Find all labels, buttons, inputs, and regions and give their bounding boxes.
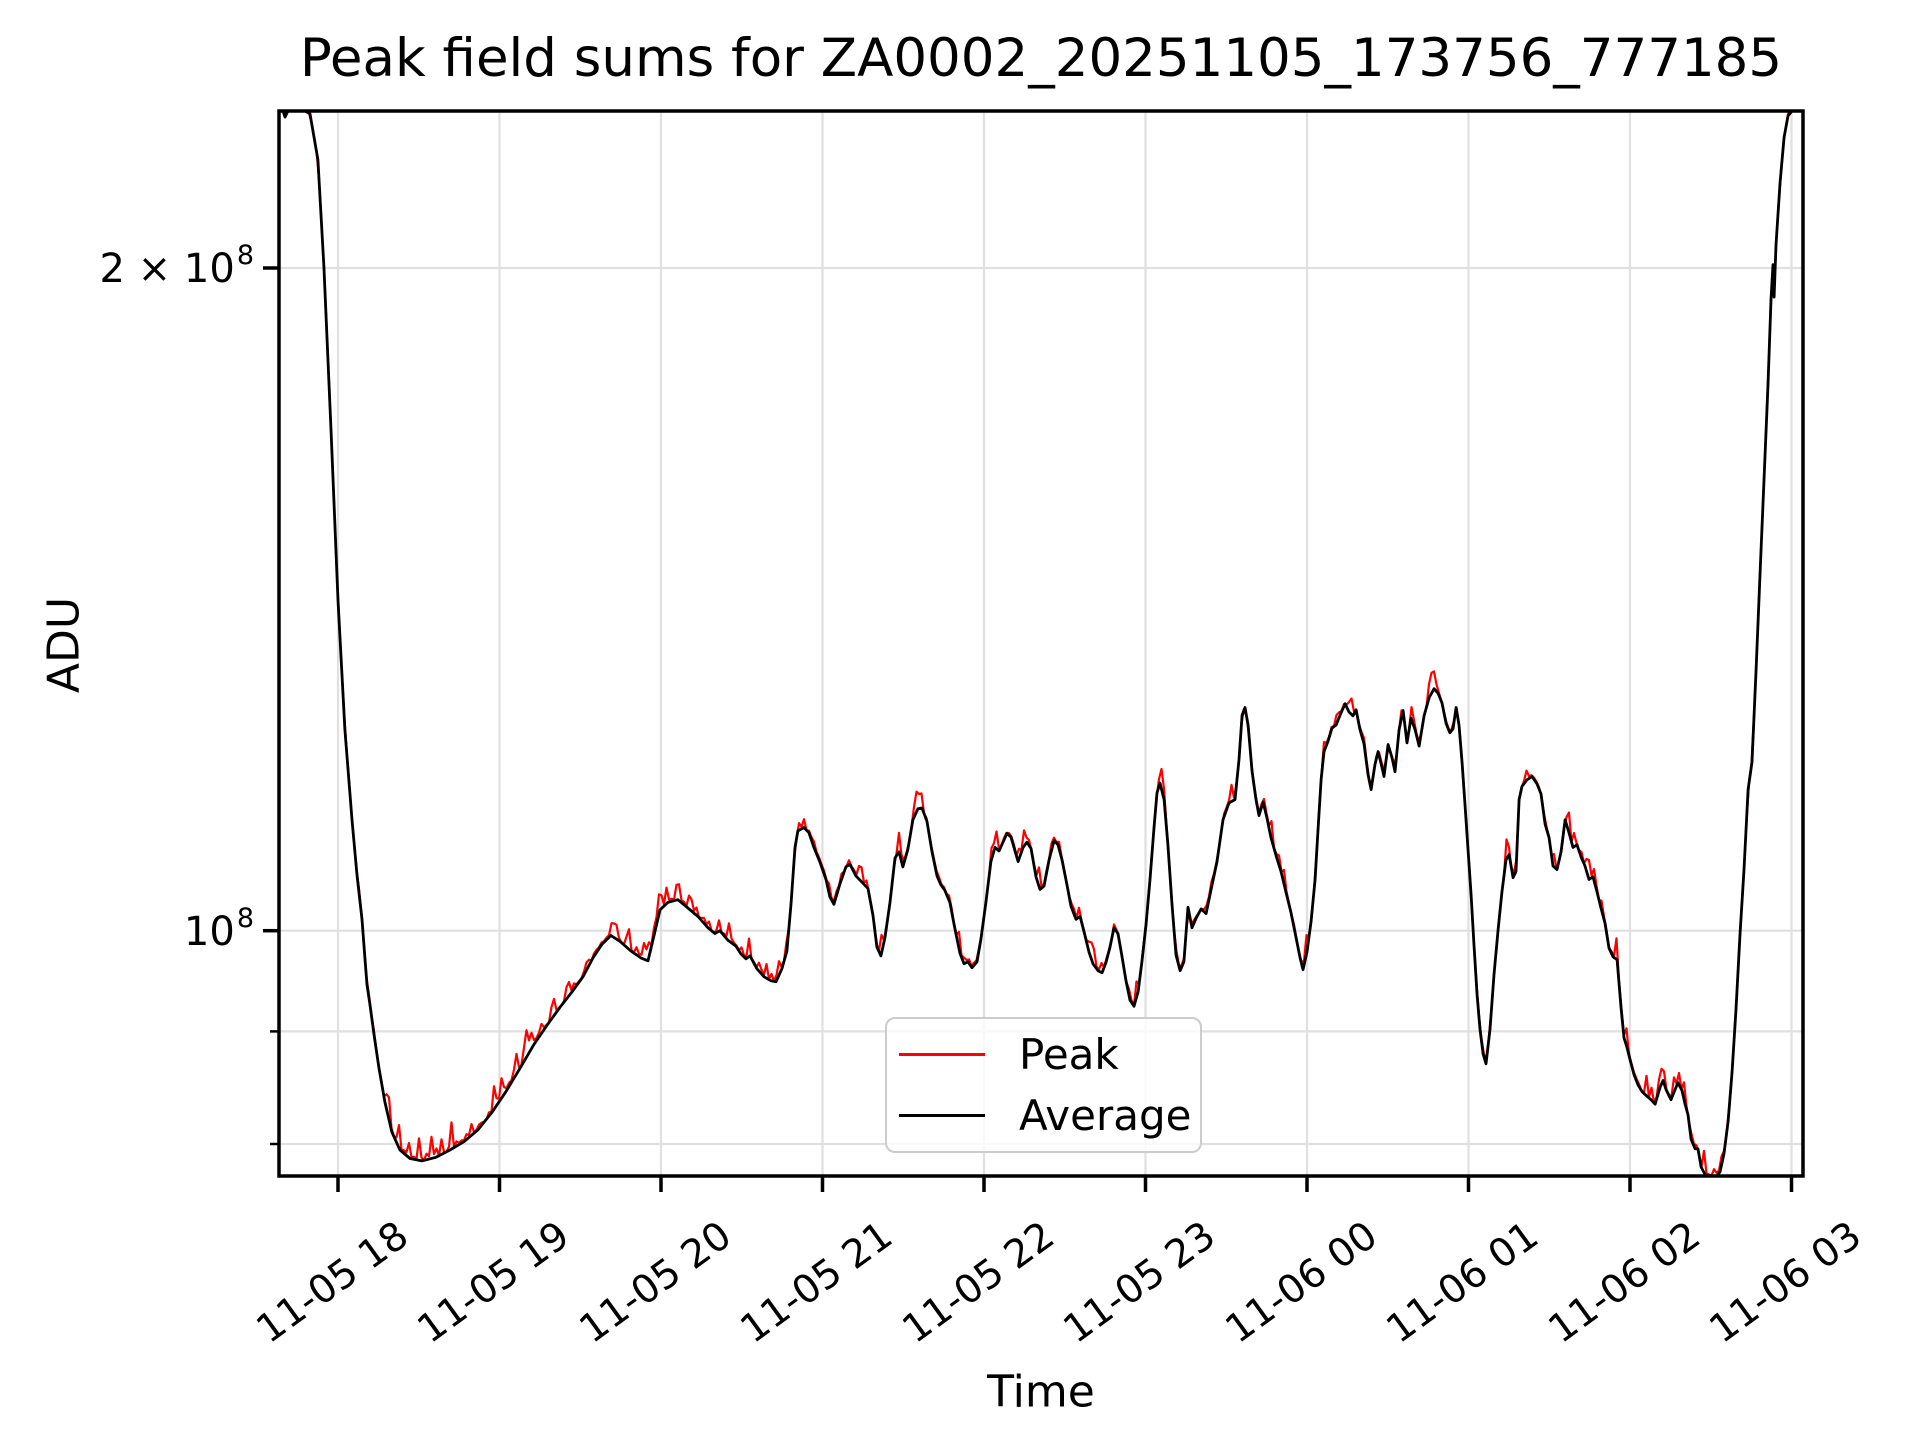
y-tick-label-1e8: 108 [183, 903, 254, 956]
tick-marks [263, 266, 1794, 1192]
y-tick-exponent: 8 [236, 902, 254, 934]
peak-series-line [282, 111, 1795, 1176]
legend-average-label: Average [1019, 1090, 1192, 1140]
chart-title: Peak field sums for ZA0002_20251105_1737… [299, 28, 1783, 89]
legend-row-peak: Peak [887, 1030, 1200, 1080]
y-tick-mantissa: 10 [183, 909, 235, 956]
plot-border [277, 109, 1805, 1178]
y-tick-mantissa: 2 × 10 [99, 246, 235, 293]
average-series-line [279, 111, 1803, 1176]
legend-row-average: Average [887, 1090, 1200, 1140]
y-tick-exponent: 8 [236, 239, 254, 271]
x-axis-label: Time [987, 1366, 1095, 1418]
y-tick-label-2e8: 2 × 108 [99, 240, 254, 293]
legend-peak-line-swatch [899, 1053, 985, 1057]
y-axis-label: ADU [38, 596, 90, 694]
legend-peak-label: Peak [1019, 1030, 1119, 1080]
legend: Peak Average [885, 1017, 1202, 1153]
legend-average-line-swatch [899, 1113, 985, 1117]
